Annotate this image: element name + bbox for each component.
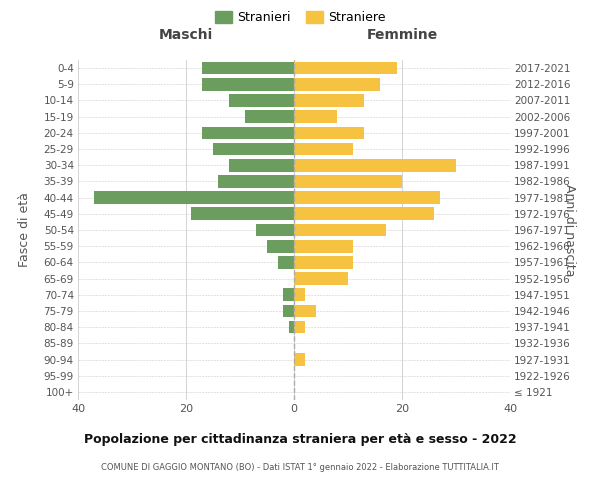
Text: Femmine: Femmine [367, 28, 437, 42]
Bar [245, 110, 294, 123]
Bar [294, 353, 305, 366]
Bar [256, 224, 294, 236]
Bar [294, 110, 337, 123]
Bar [283, 288, 294, 301]
Bar [294, 126, 364, 139]
Bar [294, 321, 305, 334]
Bar [294, 272, 348, 285]
Bar [294, 288, 305, 301]
Bar [202, 126, 294, 139]
Bar [294, 62, 397, 74]
Bar [294, 142, 353, 156]
Bar [294, 192, 440, 204]
Text: COMUNE DI GAGGIO MONTANO (BO) - Dati ISTAT 1° gennaio 2022 - Elaborazione TUTTIT: COMUNE DI GAGGIO MONTANO (BO) - Dati IST… [101, 462, 499, 471]
Bar [267, 240, 294, 252]
Text: Anni di nascita: Anni di nascita [563, 184, 577, 276]
Bar [294, 208, 434, 220]
Text: Popolazione per cittadinanza straniera per età e sesso - 2022: Popolazione per cittadinanza straniera p… [83, 432, 517, 446]
Bar [202, 78, 294, 90]
Bar [294, 224, 386, 236]
Bar [278, 256, 294, 268]
Bar [191, 208, 294, 220]
Legend: Stranieri, Straniere: Stranieri, Straniere [209, 6, 391, 29]
Bar [218, 175, 294, 188]
Text: Maschi: Maschi [159, 28, 213, 42]
Bar [294, 240, 353, 252]
Bar [283, 304, 294, 318]
Bar [213, 142, 294, 156]
Bar [294, 78, 380, 90]
Bar [294, 175, 402, 188]
Bar [289, 321, 294, 334]
Bar [229, 159, 294, 172]
Bar [294, 304, 316, 318]
Text: Fasce di età: Fasce di età [17, 192, 31, 268]
Bar [294, 159, 456, 172]
Bar [229, 94, 294, 107]
Bar [202, 62, 294, 74]
Bar [294, 94, 364, 107]
Bar [294, 256, 353, 268]
Bar [94, 192, 294, 204]
